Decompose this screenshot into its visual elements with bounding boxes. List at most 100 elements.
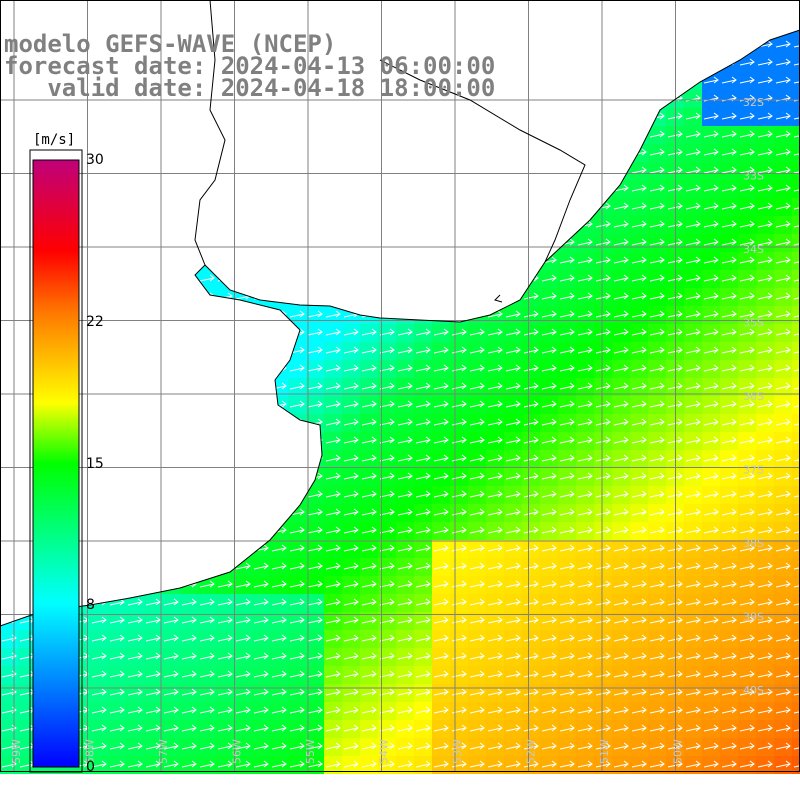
wind-arrow bbox=[199, 310, 215, 318]
field-cell bbox=[486, 162, 504, 180]
field-cell bbox=[360, 144, 378, 162]
wind-arrow bbox=[19, 562, 35, 570]
wind-arrow bbox=[361, 40, 377, 48]
wind-arrow bbox=[379, 166, 395, 174]
wind-arrow bbox=[721, 742, 737, 750]
field-cell bbox=[216, 504, 234, 522]
field-cell bbox=[504, 198, 522, 216]
wind-arrow bbox=[379, 472, 395, 480]
wind-arrow bbox=[253, 184, 269, 192]
wind-arrow bbox=[451, 724, 467, 732]
wind-arrow bbox=[505, 274, 521, 282]
wind-arrow bbox=[271, 670, 287, 678]
wind-arrow bbox=[505, 148, 521, 156]
field-cell bbox=[126, 468, 144, 486]
wind-arrow bbox=[415, 670, 431, 678]
field-cell bbox=[792, 162, 800, 180]
wind-arrow bbox=[433, 490, 449, 498]
field-cell bbox=[432, 288, 450, 306]
wind-arrow bbox=[415, 526, 431, 534]
field-cell bbox=[468, 288, 486, 306]
wind-arrow bbox=[505, 292, 521, 300]
wind-arrow bbox=[505, 706, 521, 714]
wind-arrow bbox=[721, 40, 737, 48]
field-cell bbox=[162, 378, 180, 396]
wind-arrow bbox=[379, 598, 395, 606]
field-cell bbox=[360, 162, 378, 180]
field-cell bbox=[414, 288, 432, 306]
wind-arrow bbox=[757, 382, 773, 390]
wind-arrow bbox=[235, 634, 251, 642]
wind-arrow bbox=[613, 148, 629, 156]
wind-arrow bbox=[487, 184, 503, 192]
field-cell bbox=[108, 324, 126, 342]
wind-arrow bbox=[595, 598, 611, 606]
wind-arrow bbox=[163, 166, 179, 174]
wind-arrow bbox=[505, 742, 521, 750]
wind-arrow bbox=[776, 23, 790, 29]
field-cell bbox=[162, 0, 180, 18]
wind-arrow bbox=[775, 166, 791, 174]
wind-arrow bbox=[343, 472, 359, 480]
field-cell bbox=[378, 216, 396, 234]
field-cell bbox=[360, 30, 378, 36]
field-cell bbox=[504, 72, 522, 90]
wind-arrow bbox=[20, 23, 34, 29]
wind-arrow bbox=[649, 310, 665, 318]
wind-arrow bbox=[739, 526, 755, 534]
wind-arrow bbox=[19, 508, 35, 516]
field-cell bbox=[324, 126, 342, 144]
wind-arrow bbox=[775, 346, 791, 354]
wind-arrow bbox=[523, 634, 539, 642]
wind-arrow bbox=[757, 274, 773, 282]
field-cell bbox=[684, 54, 702, 72]
wind-arrow bbox=[91, 238, 107, 246]
wind-arrow bbox=[595, 508, 611, 516]
wind-arrow bbox=[721, 580, 737, 588]
field-cell bbox=[378, 144, 396, 162]
wind-arrow bbox=[199, 634, 215, 642]
wind-arrow bbox=[775, 670, 791, 678]
wind-arrow bbox=[433, 634, 449, 642]
colorbar-tick-label: 30 bbox=[86, 152, 104, 168]
wind-arrow bbox=[451, 310, 467, 318]
wind-arrow bbox=[451, 472, 467, 480]
wind-arrow bbox=[721, 76, 737, 84]
wind-arrow bbox=[235, 184, 251, 192]
field-cell bbox=[396, 162, 414, 180]
wind-arrow bbox=[595, 40, 611, 48]
wind-arrow bbox=[181, 490, 197, 498]
wind-arrow bbox=[361, 562, 377, 570]
wind-arrow bbox=[487, 472, 503, 480]
field-cell bbox=[144, 126, 162, 144]
wind-arrow bbox=[685, 418, 701, 426]
wind-arrow bbox=[631, 418, 647, 426]
field-cell bbox=[378, 30, 396, 36]
field-cell bbox=[108, 270, 126, 288]
wind-arrow bbox=[127, 688, 143, 696]
wind-arrow bbox=[307, 706, 323, 714]
field-cell bbox=[0, 468, 18, 486]
wind-arrow bbox=[613, 436, 629, 444]
field-cell bbox=[540, 72, 558, 90]
wind-arrow bbox=[721, 184, 737, 192]
field-cell bbox=[630, 30, 648, 36]
wind-arrow bbox=[649, 382, 665, 390]
wind-arrow bbox=[577, 418, 593, 426]
wind-arrow bbox=[325, 526, 341, 534]
wind-arrow bbox=[181, 292, 197, 300]
wind-arrow bbox=[199, 760, 215, 768]
wind-arrow bbox=[325, 670, 341, 678]
field-cell bbox=[504, 54, 522, 72]
wind-arrow bbox=[631, 112, 647, 120]
field-cell bbox=[792, 0, 800, 18]
wind-arrow bbox=[181, 310, 197, 318]
field-cell bbox=[612, 0, 630, 18]
wind-arrow bbox=[703, 346, 719, 354]
wind-arrow bbox=[163, 454, 179, 462]
wind-arrow bbox=[505, 670, 521, 678]
field-cell bbox=[468, 252, 486, 270]
wind-arrow bbox=[91, 580, 107, 588]
wind-arrow bbox=[595, 742, 611, 750]
wind-arrow bbox=[451, 652, 467, 660]
